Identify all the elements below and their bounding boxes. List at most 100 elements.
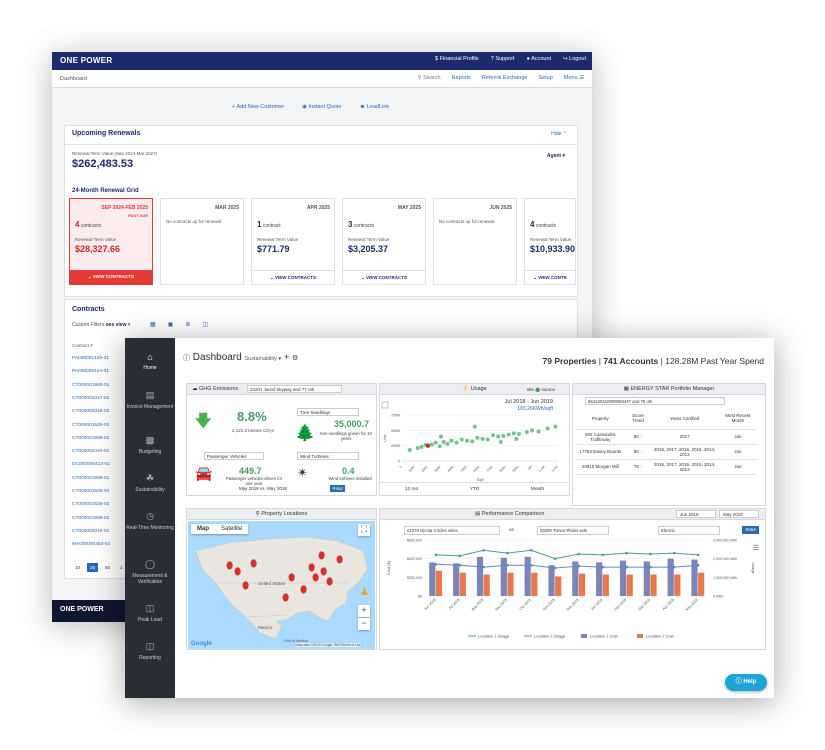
month-cell: Jan xyxy=(718,429,757,445)
turbine-select[interactable]: Wind Turbines xyxy=(297,452,359,460)
leadlink-button[interactable]: ☻ LeadLink xyxy=(360,104,390,110)
perf-from-date[interactable]: Jun 2018 xyxy=(676,510,716,518)
map-pin-icon[interactable]: ⬤ xyxy=(250,559,257,568)
trash-icon[interactable]: ◫ xyxy=(202,322,209,328)
user-icon: ● xyxy=(526,56,530,62)
view-contracts-button[interactable]: ⌄ VIEW CONTRACTS xyxy=(70,270,152,284)
table-row[interactable]: CT000001989-01 xyxy=(72,475,110,481)
search-link[interactable]: ⚲ Search xyxy=(418,75,441,81)
location2-select[interactable]: 03290 Trevor Plains sele xyxy=(537,526,609,535)
agent-dropdown[interactable]: Agent ▾ xyxy=(547,153,565,159)
account-link[interactable]: ● Account xyxy=(527,56,551,62)
zoom-out-button[interactable]: − xyxy=(358,618,370,630)
sidebar-item-monitoring[interactable]: ◷ Real-Time Monitoring xyxy=(125,511,175,531)
table-row[interactable]: CT000002317-02 xyxy=(72,395,110,401)
x-tick-label: Apr 2019 xyxy=(662,598,675,611)
vehicle-select[interactable]: Passenger Vehicles xyxy=(204,452,264,460)
tab-map[interactable]: Map xyxy=(197,526,209,532)
view-contracts-button[interactable]: ⌄ VIEW CONTRACTS xyxy=(252,270,334,284)
sidebar-item-peak-load[interactable]: ◫ Peak Load xyxy=(125,603,175,623)
table-row[interactable]: CT000001525-04 xyxy=(72,489,110,494)
hamburger-icon: ☰ xyxy=(579,75,584,81)
add-icon[interactable]: ⊕ xyxy=(185,322,191,328)
support-link[interactable]: ? Support xyxy=(490,56,515,62)
commodity-select[interactable]: Electric xyxy=(658,526,720,535)
help-button[interactable]: ⓘ Help xyxy=(725,674,767,691)
page-size-50[interactable]: 50 xyxy=(105,565,111,570)
menu-icon[interactable]: ☰ xyxy=(752,545,759,552)
table-row[interactable]: CT000001525-03 xyxy=(72,422,110,428)
sidebar-item-invoice[interactable]: ▤ Invoice Management xyxy=(125,390,175,410)
table-row[interactable]: CT000002318-02 xyxy=(72,409,110,415)
referral-exchange-link[interactable]: Referral Exchange xyxy=(481,75,528,81)
add-widget-icon[interactable]: + xyxy=(283,352,290,362)
setup-link[interactable]: Setup xyxy=(538,75,553,81)
location1-select[interactable]: 01079 Dicota Circles selec xyxy=(404,526,500,535)
view-dropdown[interactable]: Sustainability ▾ xyxy=(244,356,282,362)
reports-link[interactable]: Reports xyxy=(451,75,471,81)
logout-link[interactable]: ↪ Logout xyxy=(563,56,586,62)
map-pin-icon[interactable]: ⬤ xyxy=(300,585,307,594)
sidebar-item-home[interactable]: ⌂ Home xyxy=(125,352,175,371)
tab-ytd[interactable]: YTD xyxy=(469,487,480,492)
perf-go-button[interactable]: Retur xyxy=(742,526,759,534)
fullscreen-icon[interactable]: ⛶ xyxy=(358,524,370,536)
energy-property-select[interactable]: 564130410009093447 and 76 oth xyxy=(585,397,725,405)
view-contracts-button[interactable]: ⌄ VIEW CONTR xyxy=(525,270,575,284)
tab-12mo[interactable]: 12 mo xyxy=(404,487,419,492)
table-row[interactable]: CT000002440-01 xyxy=(72,449,110,455)
sidebar-item-reporting[interactable]: ◫ Reporting xyxy=(125,641,175,661)
settings-icon[interactable]: ⚙ xyxy=(292,355,299,362)
map-pin-icon[interactable]: ⬤ xyxy=(234,567,241,576)
table-row[interactable]: CT000001989-02 xyxy=(72,435,110,441)
ghg-go-button[interactable]: Retur xyxy=(330,485,345,492)
tree-select[interactable]: Tree Seedlings xyxy=(297,408,359,416)
perf-to-date[interactable]: May 2019 xyxy=(719,510,759,518)
map-pin-icon[interactable]: ⬤ xyxy=(336,555,343,564)
tab-satellite[interactable]: Satellite xyxy=(221,526,243,532)
page-size-10[interactable]: 10 xyxy=(75,565,81,570)
menu-link[interactable]: Menu ☰ xyxy=(564,75,584,81)
from-date[interactable]: May 2018 xyxy=(239,486,259,491)
page-size-25[interactable]: 25 xyxy=(87,563,99,572)
tab-month[interactable]: Month xyxy=(530,487,545,492)
sidebar-item-sustainability[interactable]: ☘ Sustainability xyxy=(125,473,175,493)
map-pin-icon[interactable]: ⬤ xyxy=(326,577,333,586)
grid-icon[interactable]: ▦ xyxy=(150,322,156,328)
terms-link[interactable]: Terms of Use xyxy=(341,643,361,647)
map-pin-icon[interactable]: ⬤ xyxy=(318,551,325,560)
to-date[interactable]: May 2018 xyxy=(267,486,287,491)
map-pin-icon[interactable]: ⬤ xyxy=(308,563,315,572)
filter-select[interactable]: oes view xyxy=(105,322,127,328)
table-row[interactable]: DC000000413-02 xyxy=(72,462,110,468)
ghg-property-select[interactable]: 22201 Jarod Skyway and 77 oth xyxy=(247,385,342,393)
table-row[interactable]: CT000001989-02 xyxy=(72,515,110,521)
map-pin-icon[interactable]: ⬤ xyxy=(242,581,249,590)
view-contracts-button[interactable]: ⌄ VIEW CONTRACTS xyxy=(343,270,425,284)
table-row[interactable]: MA000000453-03 xyxy=(72,542,111,548)
map-pin-icon[interactable]: ⬤ xyxy=(312,573,319,582)
dashboard-window: ⌂ Home ▤ Invoice Management ▩ Budgeting ☘ Su… xyxy=(125,338,774,698)
add-customer-button[interactable]: + Add New Customer xyxy=(232,104,284,110)
table-row[interactable]: CT000001980-01 xyxy=(72,382,110,388)
instant-quote-button[interactable]: ◉ Instant Quote xyxy=(302,104,341,110)
map-pin-icon[interactable]: ⬤ xyxy=(226,561,233,570)
zoom-in-button[interactable]: + xyxy=(358,605,370,617)
sidebar-item-budgeting[interactable]: ▩ Budgeting xyxy=(125,435,175,455)
table-row[interactable]: CT000002018-01 xyxy=(72,528,110,534)
sidebar-item-measurement[interactable]: ◯ Measurement & Verification xyxy=(125,559,175,585)
page-1[interactable]: 1 xyxy=(120,565,123,570)
map-label-us: United States xyxy=(258,581,286,586)
site-source-toggle[interactable]: site ⬤ source xyxy=(527,384,555,395)
hide-toggle[interactable]: Hide ⌃ xyxy=(551,131,567,137)
property-map[interactable]: ⬤ ⬤ ⬤ ⬤ ⬤ ⬤ ⬤ ⬤ ⬤ ⬤ ⬤ ⬤ ⬤ United States Mexico Gulf … xyxy=(188,521,375,649)
table-row[interactable]: CT000001525-02 xyxy=(72,502,110,508)
map-pin-icon[interactable]: ⬤ xyxy=(282,593,289,602)
save-icon[interactable]: ▣ xyxy=(167,322,174,328)
table-row[interactable]: PA000001428-01 xyxy=(72,356,109,361)
financial-profile-link[interactable]: $ Financial Profile xyxy=(435,56,479,62)
pegman-icon[interactable]: ♟ xyxy=(360,587,369,598)
map-pin-icon[interactable]: ⬤ xyxy=(320,567,327,576)
table-row[interactable]: PA000000424-01 xyxy=(72,369,109,375)
map-pin-icon[interactable]: ⬤ xyxy=(288,573,295,582)
